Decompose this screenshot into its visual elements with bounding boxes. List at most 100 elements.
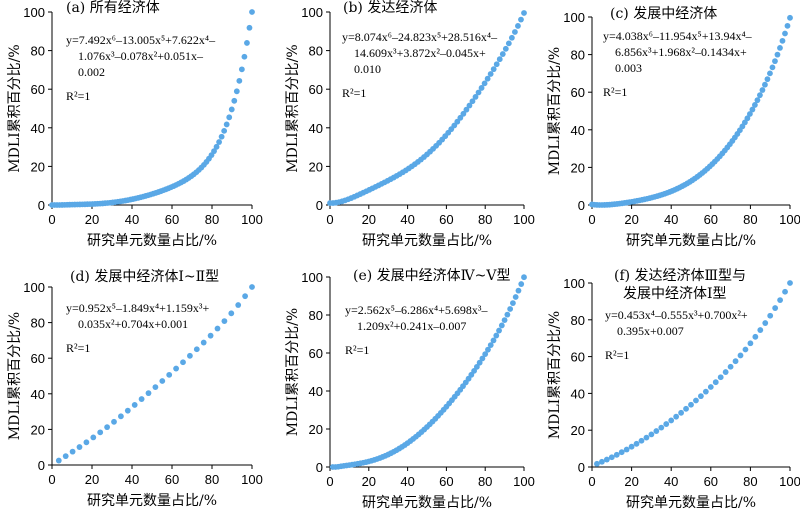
y-tick-label: 100 [563, 276, 585, 291]
data-point [653, 428, 660, 434]
data-point [228, 106, 235, 113]
chart-panel: 0 20 40 60 80 100 0 20 40 60 80 100 研究单元数量占比/% MDLI累积… [285, 268, 535, 511]
y-tick-label: 40 [571, 123, 585, 138]
panel-title: (c) 发展中经济体 [610, 6, 717, 22]
y-tick-label: 100 [301, 5, 323, 20]
data-point [496, 327, 502, 334]
data-point [187, 352, 193, 359]
data-point [460, 110, 467, 117]
chart-panel: 0 20 40 60 80 100 0 20 40 60 80 100 研究单元数量占比/% MDLI累积… [285, 0, 535, 249]
y-tick-label: 80 [309, 44, 323, 59]
data-point [228, 310, 235, 317]
data-point [628, 443, 635, 450]
x-tick-label: 20 [85, 212, 99, 227]
x-tick-label: 100 [513, 474, 535, 489]
chart-panel: 0 20 40 60 80 100 0 20 40 60 80 100 研究单元数量占比/% MDLI累积… [547, 268, 800, 511]
data-point [512, 294, 519, 300]
data-point [499, 51, 506, 57]
fit-equation: 14.609x³+3.872x²–0.045x+ [354, 46, 486, 60]
fit-equation: y=4.038x⁶–11.954x⁵+13.94x⁴– [603, 29, 753, 43]
data-point [717, 374, 724, 381]
data-point [238, 66, 245, 73]
data-point [633, 440, 640, 447]
data-point [249, 284, 255, 290]
data-point [754, 97, 761, 104]
data-point [782, 288, 788, 295]
y-tick-label: 20 [31, 159, 45, 174]
y-tick-label: 0 [38, 458, 45, 473]
x-axis-label: 研究单元数量占比/% [362, 495, 492, 511]
y-tick-label: 100 [563, 10, 585, 25]
fit-equation: y=8.074x⁶–24.823x⁵+28.516x⁴– [342, 30, 498, 44]
y-axis-label: MDLI累积百分比/% [285, 44, 301, 172]
x-tick-label: 100 [241, 212, 263, 227]
y-tick-label: 0 [578, 198, 585, 213]
data-point [104, 424, 110, 431]
data-point [787, 14, 793, 21]
x-tick-label: 80 [743, 212, 757, 227]
data-point [472, 94, 479, 100]
x-tick-label: 0 [588, 474, 595, 489]
data-point [777, 297, 783, 303]
y-axis-label: MDLI累积百分比/% [7, 44, 23, 172]
fit-equation: 0.003 [615, 61, 642, 75]
data-point [493, 332, 500, 339]
data-point [244, 40, 250, 46]
data-point [211, 148, 217, 155]
x-tick-label: 60 [704, 474, 718, 489]
data-point [599, 458, 605, 465]
x-axis-label: 研究单元数量占比/% [362, 233, 492, 249]
r-squared-label: R²=1 [605, 348, 629, 362]
x-tick-label: 100 [241, 472, 263, 487]
data-point [481, 80, 488, 87]
data-point [772, 58, 778, 65]
data-point [749, 106, 756, 113]
data-point [737, 352, 744, 359]
fit-equation: 0.035x²+0.704x+0.001 [78, 317, 188, 331]
y-tick-label: 20 [309, 159, 323, 174]
data-point [482, 351, 489, 358]
y-tick-label: 100 [301, 270, 323, 285]
data-point [236, 77, 243, 84]
y-tick-label: 60 [31, 82, 45, 97]
data-point [485, 346, 491, 353]
data-point [226, 114, 233, 121]
y-tick-label: 60 [571, 350, 585, 365]
chart-panel: 0 20 40 60 80 100 0 20 40 60 80 100 研究单元数量占比/% MDLI累积… [7, 0, 263, 249]
data-point [712, 379, 719, 386]
data-point [469, 98, 476, 105]
data-point [138, 396, 145, 402]
y-tick-label: 100 [23, 5, 45, 20]
data-point [487, 71, 494, 77]
data-point [466, 102, 473, 109]
data-point [777, 45, 783, 51]
y-tick-label: 80 [309, 308, 323, 323]
x-tick-label: 40 [125, 472, 139, 487]
data-point [241, 53, 248, 60]
data-point [145, 390, 152, 397]
x-tick-label: 80 [743, 474, 757, 489]
data-point [159, 378, 166, 384]
data-point [111, 418, 117, 425]
y-tick-label: 100 [23, 280, 45, 295]
y-tick-label: 20 [571, 423, 585, 438]
y-tick-label: 20 [31, 422, 45, 437]
data-point [221, 127, 228, 134]
data-point [594, 460, 600, 467]
chart-panel: 0 20 40 60 80 100 0 20 40 60 80 100 研究单元数量占比/% MDLI累积… [547, 6, 800, 249]
data-point [518, 16, 524, 23]
y-tick-label: 40 [31, 121, 45, 136]
data-point [764, 76, 771, 83]
data-point [454, 118, 461, 125]
data-point [200, 339, 207, 346]
data-point [246, 24, 253, 31]
y-tick-label: 60 [309, 346, 323, 361]
data-point [515, 287, 522, 294]
x-tick-label: 100 [779, 212, 800, 227]
data-point [218, 133, 225, 140]
data-point [732, 358, 739, 365]
data-point [663, 421, 670, 427]
x-tick-label: 100 [779, 474, 800, 489]
data-point [213, 143, 220, 150]
